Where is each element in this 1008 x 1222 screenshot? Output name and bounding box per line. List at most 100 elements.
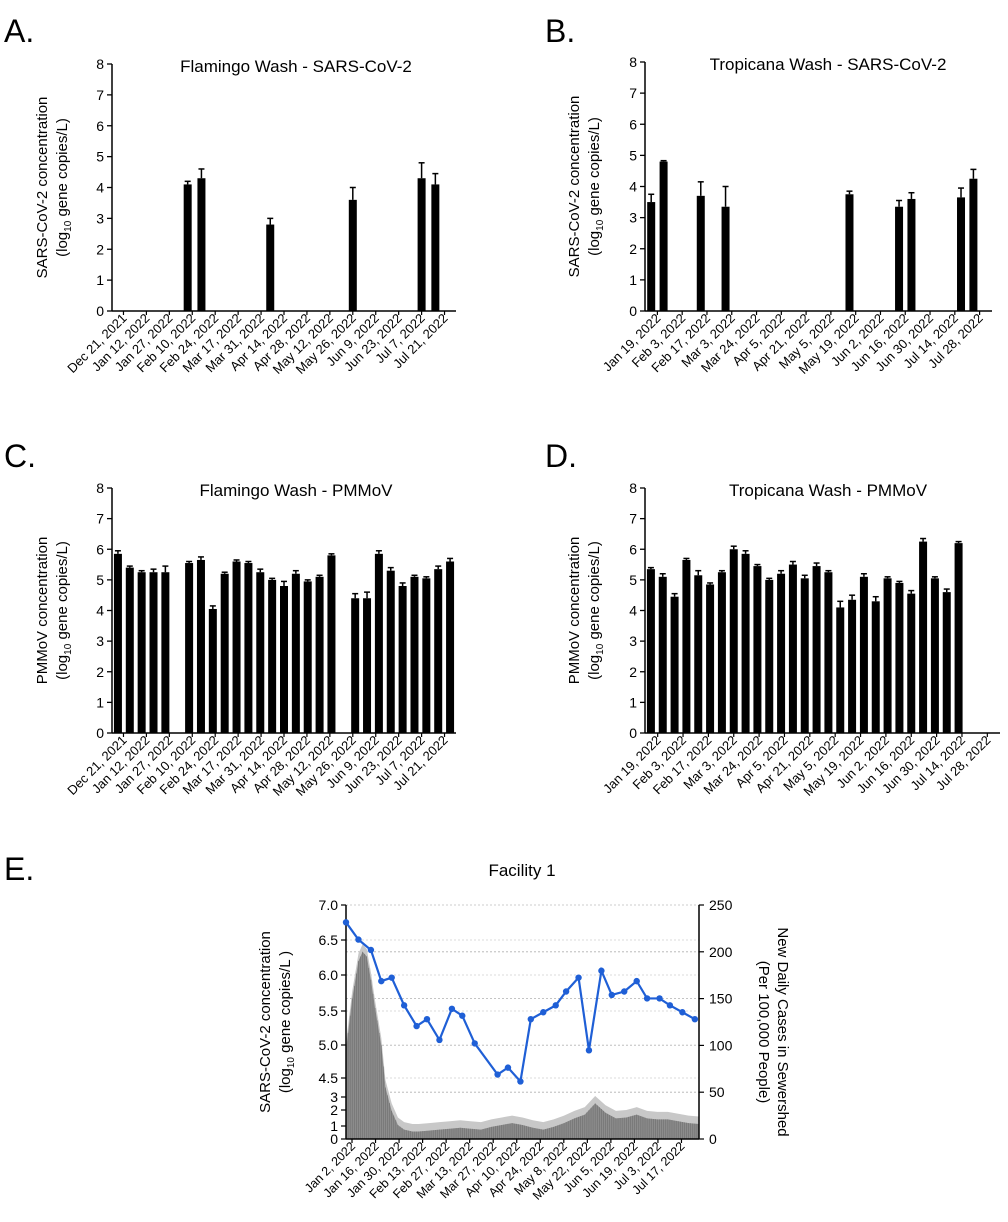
concentration-point: [494, 1071, 501, 1078]
chart-e: Facility 101234.55.05.56.06.57.005010015…: [257, 861, 791, 1203]
y-tick-label: 4: [96, 180, 104, 196]
y-axis-label-units: gene copies/L): [54, 118, 71, 221]
y-tick-label: 3: [96, 210, 104, 226]
left-y-axis-label-line2: (log: [277, 1068, 294, 1093]
concentration-point: [552, 1002, 559, 1009]
concentration-point: [504, 1064, 512, 1071]
bar: [291, 573, 300, 733]
concentration-point: [679, 1009, 686, 1016]
y-tick-label: 5: [629, 572, 637, 588]
y-axis-label: SARS-CoV-2 concentration (log10 gene copi…: [34, 97, 74, 279]
y-tick-label: 4: [629, 603, 637, 619]
right-y-tick-label: 250: [709, 897, 733, 913]
concentration-point: [388, 974, 395, 981]
concentration-point: [527, 1015, 535, 1023]
chart-title: Flamingo Wash - SARS-CoV-2: [180, 57, 412, 76]
right-y-tick-label: 150: [709, 991, 733, 1007]
y-axis-label-units: gene copies/L): [54, 541, 71, 644]
bar: [348, 199, 357, 311]
concentration-point: [413, 1022, 420, 1030]
bar: [137, 572, 146, 733]
concentration-point: [459, 1012, 466, 1019]
bar: [183, 184, 192, 311]
y-axis-label: PMMoV concentration (log10 gene copies/L): [566, 537, 606, 685]
left-y-axis-label-units: gene copies/L ): [277, 951, 294, 1057]
bar: [848, 599, 857, 733]
left-y-tick-label: 3: [330, 1089, 338, 1105]
bar: [268, 579, 277, 733]
bar: [895, 582, 904, 733]
y-tick-label: 0: [96, 303, 104, 319]
y-axis-label-units: gene copies/L): [586, 117, 603, 220]
bar: [398, 586, 407, 733]
bar: [125, 567, 134, 733]
bar: [706, 584, 715, 733]
y-tick-label: 7: [629, 85, 637, 101]
bar: [434, 569, 443, 733]
y-axis-label-line2: (log: [54, 232, 71, 257]
bar: [729, 549, 738, 733]
chart-title: Tropicana Wash - PMMoV: [729, 481, 928, 500]
right-y-tick-label: 50: [709, 1084, 725, 1100]
y-tick-label: 2: [96, 664, 104, 680]
right-y-tick-label: 100: [709, 1037, 733, 1053]
bar: [659, 161, 668, 311]
concentration-point: [608, 991, 615, 999]
concentration-point: [517, 1078, 524, 1085]
bar: [859, 576, 868, 733]
bar: [957, 197, 966, 311]
y-tick-label: 3: [96, 633, 104, 649]
chart-a: Flamingo Wash - SARS-CoV-2 SARS-CoV-2 con…: [34, 56, 456, 377]
y-tick-label: 2: [629, 664, 637, 680]
left-y-tick-label: 0: [330, 1131, 338, 1147]
bar: [954, 543, 963, 733]
y-axis-label-units: gene copies/L): [586, 541, 603, 644]
bar: [907, 198, 916, 311]
left-y-tick-label: 1: [330, 1118, 338, 1134]
bar: [812, 566, 821, 733]
bar: [942, 592, 951, 733]
concentration-point: [423, 1015, 431, 1023]
bar: [351, 598, 360, 733]
bar: [658, 576, 667, 733]
y-axis-label-subscript: 10: [63, 220, 74, 232]
bar: [753, 566, 762, 733]
concentration-point: [621, 988, 628, 995]
left-y-axis-label: SARS-CoV-2 concentration (log10 gene copi…: [257, 931, 297, 1113]
panel-letter-e: E.: [4, 851, 34, 887]
y-tick-label: 6: [629, 541, 637, 557]
bar: [417, 178, 426, 311]
y-tick-label: 4: [96, 603, 104, 619]
right-y-tick-label: 200: [709, 944, 733, 960]
concentration-point: [436, 1036, 443, 1044]
y-tick-label: 0: [629, 725, 637, 741]
y-axis-label-line2: (log: [54, 655, 71, 680]
concentration-point: [691, 1015, 699, 1023]
y-axis-label-subscript: 10: [63, 643, 74, 655]
panel-letter-c: C.: [4, 438, 36, 474]
left-y-tick-label: 7.0: [319, 897, 339, 913]
bar: [721, 206, 730, 311]
y-axis-label-line1: PMMoV concentration: [566, 537, 583, 685]
y-tick-label: 1: [96, 272, 104, 288]
y-tick-label: 8: [629, 480, 637, 496]
left-y-tick-label: 5.0: [319, 1037, 339, 1053]
bar: [374, 553, 383, 733]
bar: [907, 593, 916, 733]
bar: [670, 596, 679, 733]
bar: [431, 184, 440, 311]
y-tick-label: 8: [96, 56, 104, 72]
bar: [845, 194, 854, 311]
y-tick-label: 6: [96, 118, 104, 134]
panel-letter-d: D.: [545, 438, 577, 474]
y-tick-label: 2: [629, 241, 637, 257]
chart-title: Tropicana Wash - SARS-CoV-2: [710, 55, 947, 74]
left-y-axis-label-subscript: 10: [286, 1057, 297, 1069]
y-tick-label: 0: [96, 725, 104, 741]
concentration-point: [471, 1040, 478, 1047]
bar: [161, 572, 170, 733]
bar: [694, 575, 703, 733]
concentration-point: [656, 995, 663, 1002]
chart-d: Tropicana Wash - PMMoV PMMoV concentratio…: [566, 480, 1000, 799]
